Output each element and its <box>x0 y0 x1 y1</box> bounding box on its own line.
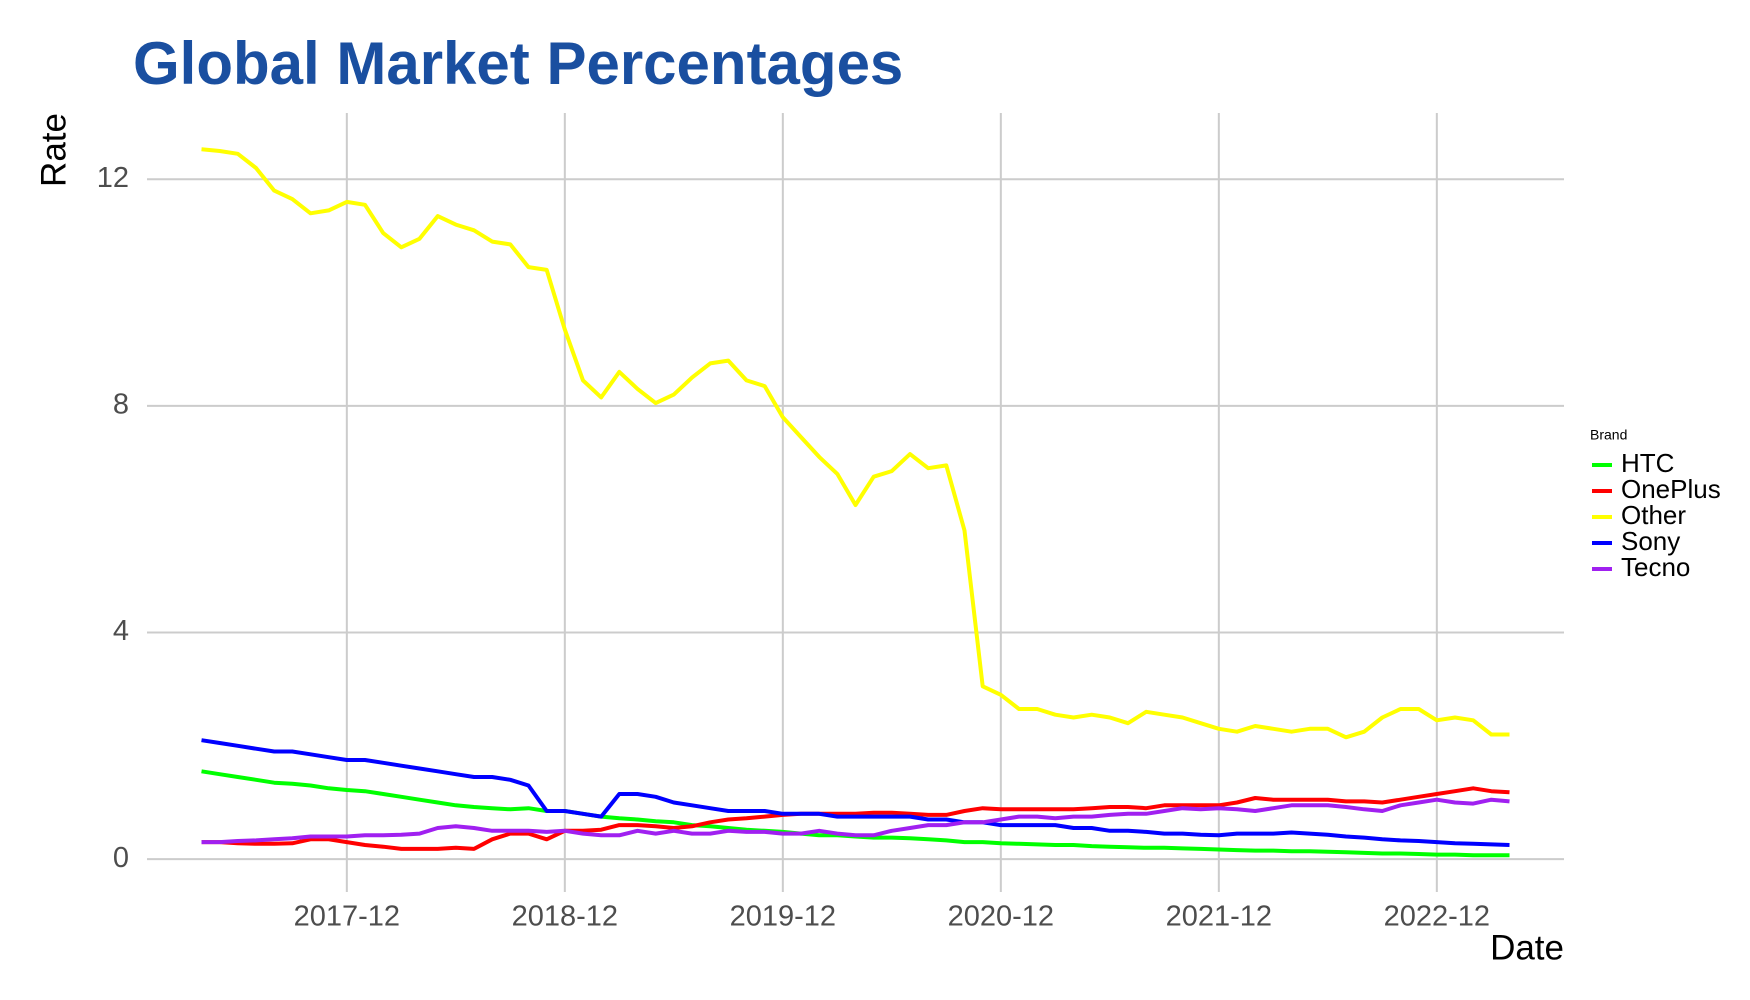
y-tick-label: 12 <box>97 162 129 194</box>
legend-label: Sony <box>1621 526 1680 556</box>
y-tick-label: 0 <box>113 842 129 874</box>
x-tick-label: 2022-12 <box>1384 901 1490 933</box>
legend-title: Brand <box>1590 427 1627 443</box>
legend-label: Other <box>1621 500 1686 530</box>
x-axis-label: Date <box>1490 928 1564 967</box>
series-line <box>201 147 1510 740</box>
y-tick-label: 8 <box>113 389 129 421</box>
x-tick-label: 2018-12 <box>512 901 618 933</box>
y-tick-label: 4 <box>113 615 129 647</box>
x-tick-label: 2021-12 <box>1166 901 1272 933</box>
legend-label: Tecno <box>1621 552 1690 582</box>
y-axis-label: Rate <box>34 113 73 187</box>
legend-label: HTC <box>1621 448 1674 478</box>
series-line <box>201 738 1510 847</box>
x-tick-label: 2020-12 <box>948 901 1054 933</box>
legend-label: OnePlus <box>1621 474 1721 504</box>
chart-title: Global Market Percentages <box>133 30 903 97</box>
series-line <box>201 786 1510 851</box>
x-tick-label: 2017-12 <box>294 901 400 933</box>
series-line <box>201 797 1510 845</box>
x-tick-label: 2019-12 <box>730 901 836 933</box>
